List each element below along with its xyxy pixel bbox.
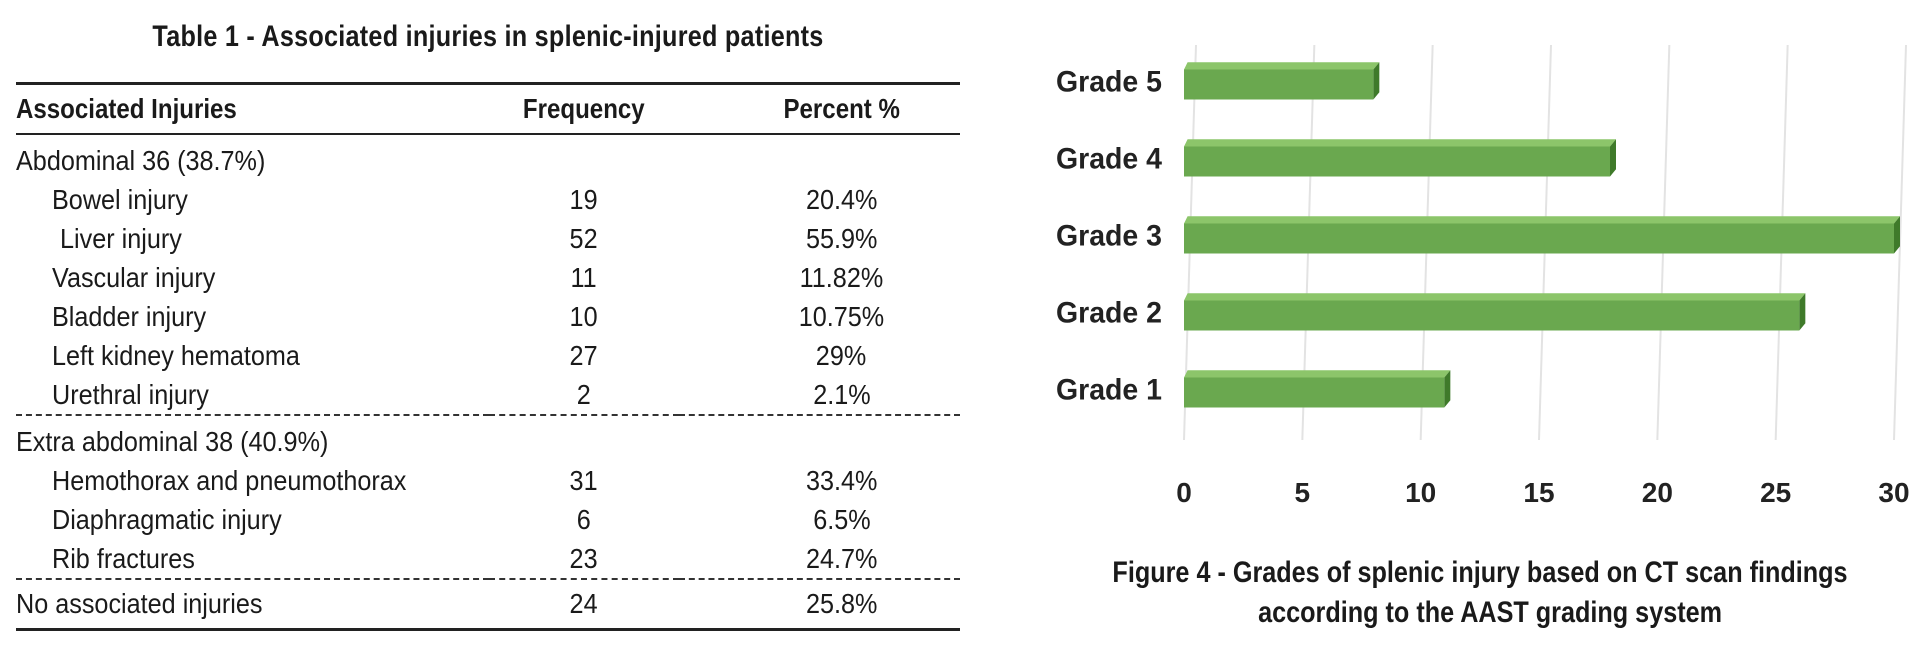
category-label: Grade 4 xyxy=(1056,143,1162,176)
x-tick-label: 10 xyxy=(1405,477,1436,508)
header-frequency: Frequency xyxy=(522,93,645,124)
category-label: Grade 3 xyxy=(1056,220,1162,253)
category-label: Grade 1 xyxy=(1056,374,1162,407)
header-injury: Associated Injuries xyxy=(16,93,237,124)
table-title: Table 1 - Associated injuries in splenic… xyxy=(152,20,824,53)
summary-row: No associated injuries 24 25.8% xyxy=(16,578,960,631)
table-row: Bowel injury 19 20.4% xyxy=(52,183,878,215)
group-row-extra-abdominal: Extra abdominal 38 (40.9%) xyxy=(16,414,960,461)
figure-caption-line-1: Figure 4 - Grades of splenic injury base… xyxy=(1112,556,1848,589)
table-header-row: Associated Injuries Frequency Percent % xyxy=(16,83,960,134)
x-tick-label: 5 xyxy=(1295,477,1311,508)
bar-grade-1 xyxy=(1184,370,1451,408)
figure-section: Grade 1 Grade 2 Grade 3 Grade 4 Grade 5 0 5 10 1… xyxy=(1040,0,1920,655)
table-row: Rib fractures 23 24.7% xyxy=(52,542,878,574)
bar-grade-5 xyxy=(1184,62,1380,100)
figure-caption-line-2: according to the AAST grading system xyxy=(1258,596,1723,629)
x-tick-label: 20 xyxy=(1642,477,1673,508)
table-row: Left kidney hematoma 27 29% xyxy=(52,339,867,371)
header-percent: Percent % xyxy=(783,93,900,124)
category-label: Grade 2 xyxy=(1056,297,1162,330)
figure-caption: Figure 4 - Grades of splenic injury base… xyxy=(1040,553,1920,633)
table-row: Vascular injury 11 11.82% xyxy=(52,261,884,293)
table-row: Bladder injury 10 10.75% xyxy=(52,300,885,332)
table-row: Hemothorax and pneumothorax 31 33.4% xyxy=(52,464,878,496)
x-tick-label: 25 xyxy=(1760,477,1791,508)
bar-grade-4 xyxy=(1184,139,1616,177)
group-row-abdominal: Abdominal 36 (38.7%) xyxy=(16,144,266,176)
table-section: Table 1 - Associated injuries in splenic… xyxy=(16,0,960,655)
table-row: Liver injury 52 55.9% xyxy=(60,222,878,254)
injuries-table: Associated Injuries Frequency Percent % … xyxy=(16,82,960,631)
table-row: Diaphragmatic injury 6 6.5% xyxy=(52,503,871,535)
x-tick-label: 15 xyxy=(1523,477,1554,508)
grade-bar-chart: Grade 1 Grade 2 Grade 3 Grade 4 Grade 5 0 5 10 1… xyxy=(1056,44,1910,508)
table-row: Urethral injury 2 2.1% xyxy=(52,378,871,410)
x-tick-label: 0 xyxy=(1176,477,1192,508)
bar-grade-2 xyxy=(1184,293,1806,331)
bar-grade-3 xyxy=(1184,216,1900,254)
x-tick-label: 30 xyxy=(1878,477,1909,508)
category-label: Grade 5 xyxy=(1056,66,1162,99)
